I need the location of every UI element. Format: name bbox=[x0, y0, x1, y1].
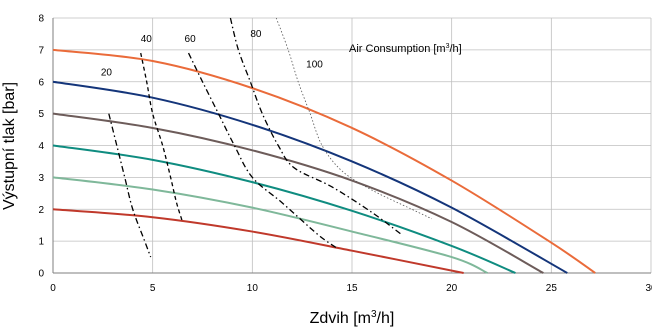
pressure-curves bbox=[52, 48, 596, 274]
y-tick-label: 6 bbox=[38, 77, 44, 88]
y-tick-label: 7 bbox=[38, 45, 44, 56]
axes: 012345678051015202530 bbox=[38, 14, 652, 295]
legend-title: Air Consumption [m3/h] bbox=[349, 43, 462, 55]
air-consumption-line bbox=[229, 17, 403, 236]
y-axis-title: Výstupní tlak [bar] bbox=[1, 82, 18, 210]
x-tick-label: 25 bbox=[546, 283, 558, 294]
pressure-curve bbox=[52, 208, 464, 274]
air-consumption-label: 100 bbox=[306, 59, 323, 70]
pressure-curve bbox=[52, 80, 568, 274]
x-tick-label: 0 bbox=[50, 283, 56, 294]
x-tick-label: 15 bbox=[346, 283, 358, 294]
air-consumption-lines bbox=[108, 17, 432, 258]
x-tick-label: 5 bbox=[150, 283, 156, 294]
labels: 20 40 60 80 100 bbox=[101, 29, 323, 78]
pressure-curve bbox=[52, 144, 516, 274]
pressure-curve bbox=[52, 112, 544, 274]
y-tick-label: 5 bbox=[38, 109, 44, 120]
air-consumption-line bbox=[187, 52, 337, 249]
y-tick-label: 1 bbox=[38, 237, 44, 248]
x-tick-label: 10 bbox=[247, 283, 259, 294]
y-tick-label: 4 bbox=[38, 141, 44, 152]
air-consumption-label: 20 bbox=[101, 67, 113, 78]
x-tick-label: 30 bbox=[645, 283, 652, 294]
pressure-curve bbox=[52, 176, 488, 274]
y-tick-label: 0 bbox=[38, 269, 44, 280]
y-tick-label: 3 bbox=[38, 173, 44, 184]
air-consumption-label: 40 bbox=[141, 34, 153, 45]
y-tick-label: 8 bbox=[38, 14, 44, 25]
air-consumption-line bbox=[108, 113, 152, 258]
air-consumption-label: 80 bbox=[250, 29, 262, 40]
x-tick-label: 20 bbox=[446, 283, 458, 294]
air-consumption-label: 60 bbox=[185, 34, 197, 45]
pressure-curve bbox=[52, 48, 596, 274]
air-consumption-line bbox=[140, 52, 184, 223]
y-tick-label: 2 bbox=[38, 205, 44, 216]
x-axis-title: Zdvih [m3/h] bbox=[310, 309, 395, 327]
